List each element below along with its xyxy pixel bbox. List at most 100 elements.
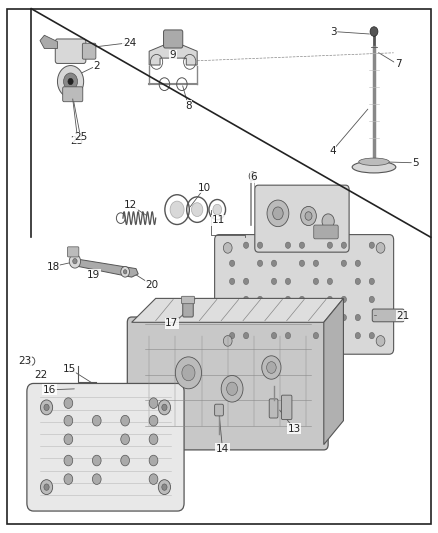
Circle shape (44, 484, 49, 490)
Circle shape (92, 474, 101, 484)
Circle shape (121, 455, 130, 466)
Circle shape (40, 480, 53, 495)
Circle shape (244, 296, 249, 303)
Circle shape (286, 278, 290, 285)
Text: 7: 7 (395, 60, 401, 69)
Circle shape (57, 66, 84, 98)
Circle shape (191, 203, 203, 216)
Text: 13: 13 (287, 424, 301, 434)
Text: 5: 5 (412, 158, 419, 168)
Circle shape (121, 266, 130, 277)
Circle shape (341, 314, 346, 321)
Circle shape (244, 278, 249, 285)
FancyBboxPatch shape (27, 383, 184, 511)
Text: 3: 3 (330, 27, 337, 37)
Circle shape (244, 242, 249, 248)
Text: 11: 11 (212, 215, 225, 225)
Circle shape (355, 333, 360, 339)
Text: 4: 4 (329, 146, 336, 156)
FancyBboxPatch shape (183, 299, 193, 317)
Circle shape (40, 400, 53, 415)
Circle shape (64, 474, 73, 484)
Circle shape (272, 278, 277, 285)
Circle shape (149, 434, 158, 445)
Circle shape (149, 455, 158, 466)
Text: 8: 8 (185, 101, 192, 111)
Circle shape (299, 260, 304, 266)
Polygon shape (324, 298, 343, 445)
Text: 19: 19 (87, 270, 100, 280)
Circle shape (64, 73, 78, 90)
FancyBboxPatch shape (82, 43, 96, 59)
Circle shape (92, 415, 101, 426)
FancyBboxPatch shape (63, 87, 83, 102)
Circle shape (230, 278, 235, 285)
Circle shape (327, 278, 332, 285)
Circle shape (327, 242, 332, 248)
Circle shape (273, 207, 283, 220)
Circle shape (272, 260, 277, 266)
Circle shape (286, 296, 290, 303)
Circle shape (267, 200, 289, 227)
FancyBboxPatch shape (282, 395, 292, 419)
Circle shape (162, 404, 167, 410)
FancyBboxPatch shape (55, 39, 86, 63)
Circle shape (341, 260, 346, 266)
Circle shape (258, 242, 263, 248)
FancyBboxPatch shape (372, 309, 404, 322)
Circle shape (272, 333, 277, 339)
Text: 25: 25 (74, 132, 87, 142)
Circle shape (64, 434, 73, 445)
Circle shape (355, 260, 360, 266)
Circle shape (369, 278, 374, 285)
Circle shape (341, 242, 346, 248)
Circle shape (92, 455, 101, 466)
Text: 24: 24 (123, 38, 136, 47)
Circle shape (258, 260, 263, 266)
Text: 9: 9 (170, 51, 177, 60)
Circle shape (355, 278, 360, 285)
Circle shape (313, 278, 318, 285)
Circle shape (313, 314, 318, 321)
Circle shape (299, 314, 304, 321)
Circle shape (305, 212, 312, 220)
FancyBboxPatch shape (269, 399, 278, 418)
Text: 14: 14 (216, 444, 229, 454)
Circle shape (286, 242, 290, 248)
Circle shape (286, 333, 290, 339)
Circle shape (369, 333, 374, 339)
Ellipse shape (359, 158, 389, 165)
Text: 2: 2 (93, 61, 100, 70)
Circle shape (121, 434, 130, 445)
Circle shape (313, 333, 318, 339)
Circle shape (299, 296, 304, 303)
Circle shape (355, 314, 360, 321)
Circle shape (376, 336, 385, 346)
Circle shape (64, 415, 73, 426)
Text: 22: 22 (34, 370, 47, 380)
Polygon shape (132, 298, 343, 322)
Text: 21: 21 (397, 311, 410, 321)
Circle shape (170, 201, 184, 218)
Polygon shape (149, 45, 197, 65)
Circle shape (376, 243, 385, 253)
Circle shape (213, 204, 222, 215)
FancyBboxPatch shape (215, 235, 394, 354)
FancyBboxPatch shape (314, 225, 338, 239)
Circle shape (322, 214, 334, 229)
Text: 15: 15 (63, 364, 76, 374)
Circle shape (69, 254, 81, 268)
FancyBboxPatch shape (163, 30, 183, 48)
Circle shape (230, 314, 235, 321)
Circle shape (341, 296, 346, 303)
Circle shape (300, 206, 316, 225)
Ellipse shape (352, 161, 396, 173)
Circle shape (249, 172, 256, 180)
Text: 12: 12 (124, 200, 138, 211)
FancyBboxPatch shape (181, 296, 194, 304)
Circle shape (258, 296, 263, 303)
Circle shape (149, 398, 158, 408)
Circle shape (158, 400, 170, 415)
Text: 10: 10 (198, 183, 211, 193)
Circle shape (182, 365, 195, 381)
